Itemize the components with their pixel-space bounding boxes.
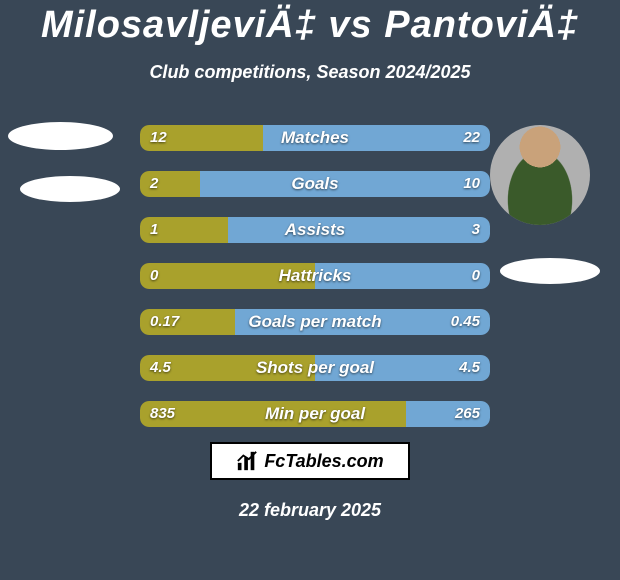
- bar-label: Min per goal: [140, 401, 490, 427]
- bar-row: 13Assists: [140, 217, 490, 243]
- decorative-ellipse-3: [500, 258, 600, 284]
- bar-row: 00Hattricks: [140, 263, 490, 289]
- face-placeholder: [490, 125, 590, 225]
- chart-icon: [236, 450, 258, 472]
- bar-label: Matches: [140, 125, 490, 151]
- bar-row: 210Goals: [140, 171, 490, 197]
- decorative-ellipse-1: [8, 122, 113, 150]
- bar-label: Assists: [140, 217, 490, 243]
- logo-text: FcTables.com: [264, 451, 383, 472]
- date-label: 22 february 2025: [0, 500, 620, 521]
- bar-row: 0.170.45Goals per match: [140, 309, 490, 335]
- bar-label: Hattricks: [140, 263, 490, 289]
- subtitle: Club competitions, Season 2024/2025: [0, 62, 620, 83]
- fctables-logo: FcTables.com: [210, 442, 410, 480]
- player-avatar-right: [490, 125, 590, 225]
- comparison-bars: 1222Matches 210Goals 13Assists 00Hattricks 0…: [140, 125, 490, 447]
- bar-label: Goals: [140, 171, 490, 197]
- bar-label: Goals per match: [140, 309, 490, 335]
- bar-label: Shots per goal: [140, 355, 490, 381]
- bar-row: 4.54.5Shots per goal: [140, 355, 490, 381]
- decorative-ellipse-2: [20, 176, 120, 202]
- bar-row: 835265Min per goal: [140, 401, 490, 427]
- page-title: MilosavljeviÄ‡ vs PantoviÄ‡: [0, 4, 620, 47]
- bar-row: 1222Matches: [140, 125, 490, 151]
